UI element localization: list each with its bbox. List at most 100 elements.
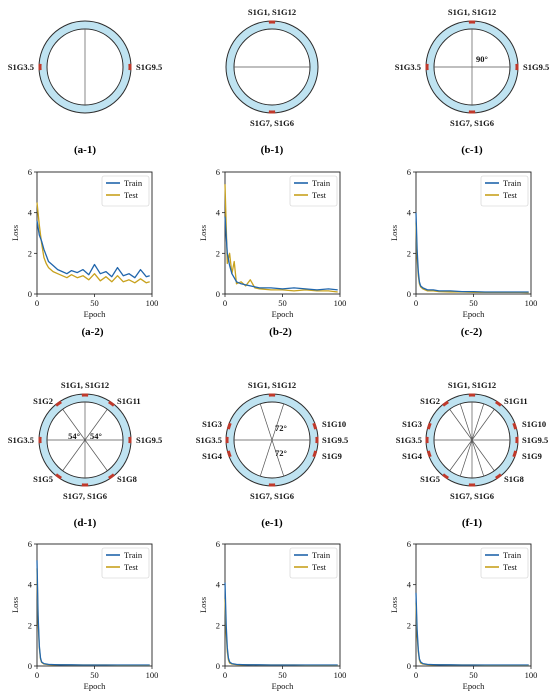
- ring-body: [226, 21, 318, 113]
- sensor-label: S1G3: [402, 419, 422, 429]
- ring-caption: (c-1): [461, 144, 483, 156]
- sensor-marker: [312, 450, 318, 458]
- chart-caption: (c-2): [461, 326, 483, 338]
- sensor-marker: [495, 400, 502, 407]
- sensor-label: S1G1, S1G12: [448, 380, 496, 390]
- ring-diameter-line: [459, 403, 485, 477]
- sensor-label: S1G7, S1G6: [450, 491, 494, 501]
- series-line-train: [224, 216, 338, 291]
- angle-label: 54°: [90, 431, 102, 441]
- sensor-label: S1G2: [33, 396, 53, 406]
- legend-label: Train: [312, 550, 331, 560]
- legend-label: Test: [503, 190, 518, 200]
- sensor-label: S1G9.5: [322, 435, 348, 445]
- sensor-marker: [55, 473, 62, 480]
- sensor-marker: [108, 400, 115, 407]
- legend-label: Test: [124, 190, 139, 200]
- chart-caption: (b-2): [269, 326, 292, 338]
- sensor-marker: [312, 422, 318, 430]
- ring-body: [426, 394, 518, 486]
- ring-diagram: S1G1, S1G12 S1G7, S1G6 S1G3 S1G3.5 S1G4 S1G10…: [196, 380, 348, 501]
- x-tick-label: 0: [223, 298, 227, 308]
- legend-label: Train: [503, 178, 522, 188]
- series-line-train: [224, 582, 338, 666]
- x-tick-label: 50: [469, 670, 478, 680]
- y-tick-label: 4: [407, 208, 412, 218]
- loss-chart: 0 50 100 0 2 4 6 Epoch Loss Train Test: [10, 167, 158, 319]
- y-tick-label: 0: [407, 661, 411, 671]
- y-tick-label: 6: [216, 167, 220, 177]
- loss-chart: 0 50 100 0 2 4 6 Epoch Loss Train Test: [389, 539, 537, 691]
- sensor-marker: [512, 450, 518, 458]
- x-axis-label: Epoch: [272, 681, 294, 691]
- sensor-label: S1G3.5: [396, 435, 422, 445]
- y-tick-label: 0: [28, 661, 32, 671]
- series-line-train: [415, 212, 529, 293]
- y-tick-label: 2: [28, 620, 32, 630]
- ring-caption: (b-1): [261, 144, 284, 156]
- ring-diagram: S1G3.5 S1G9.5: [8, 20, 162, 114]
- angle-label: 72°: [275, 448, 287, 458]
- y-tick-label: 4: [407, 580, 412, 590]
- sensor-label: S1G9.5: [523, 62, 549, 72]
- legend-label: Test: [503, 562, 518, 572]
- sensor-marker: [108, 473, 115, 480]
- y-tick-label: 6: [28, 539, 32, 549]
- x-tick-label: 50: [90, 670, 99, 680]
- legend-label: Test: [124, 562, 139, 572]
- y-tick-label: 2: [407, 248, 411, 258]
- sensor-label: S1G3: [202, 419, 222, 429]
- x-tick-label: 0: [414, 298, 418, 308]
- legend-label: Train: [124, 550, 143, 560]
- y-tick-label: 0: [28, 289, 32, 299]
- series-line-test: [224, 598, 338, 666]
- x-tick-label: 50: [278, 298, 287, 308]
- series-line-train: [36, 220, 150, 279]
- y-tick-label: 0: [216, 289, 220, 299]
- sensor-label: S1G10: [322, 419, 346, 429]
- sensor-marker: [226, 450, 232, 458]
- sensor-label: S1G11: [117, 396, 141, 406]
- ring-body: [426, 21, 518, 113]
- x-tick-label: 0: [223, 670, 227, 680]
- sensor-marker: [55, 400, 62, 407]
- sensor-label: S1G3.5: [8, 435, 34, 445]
- loss-chart: 0 50 100 0 2 4 6 Epoch Loss Train Test: [198, 167, 346, 319]
- y-axis-label: Loss: [10, 225, 20, 241]
- y-tick-label: 4: [28, 208, 33, 218]
- sensor-label: S1G10: [522, 419, 546, 429]
- sensor-label: S1G3.5: [395, 62, 421, 72]
- ring-diagram: S1G1, S1G12 S1G7, S1G6 S1G2 S1G11 S1G3 S1G3.5…: [396, 380, 548, 501]
- legend-label: Train: [312, 178, 331, 188]
- y-tick-label: 0: [216, 661, 220, 671]
- sensor-label: S1G3.5: [196, 435, 222, 445]
- loss-chart: 0 50 100 0 2 4 6 Epoch Loss Train Test: [198, 539, 346, 691]
- sensor-label: S1G4: [402, 451, 423, 461]
- sensor-label: S1G9: [322, 451, 342, 461]
- x-tick-label: 0: [35, 298, 39, 308]
- x-tick-label: 50: [469, 298, 478, 308]
- sensor-marker: [442, 473, 449, 480]
- x-axis-label: Epoch: [84, 309, 106, 319]
- y-tick-label: 2: [216, 620, 220, 630]
- sensor-label: S1G1, S1G12: [61, 380, 109, 390]
- x-tick-label: 0: [414, 670, 418, 680]
- ring-diagram: S1G1, S1G12 S1G7, S1G6 S1G3.5 S1G9.5 90°: [395, 7, 549, 128]
- ring-caption: (a-1): [74, 144, 96, 156]
- angle-label: 54°: [68, 431, 80, 441]
- y-tick-label: 4: [28, 580, 33, 590]
- angle-label: 72°: [275, 423, 287, 433]
- x-tick-label: 50: [278, 670, 287, 680]
- ring-diagram: S1G1, S1G12 S1G7, S1G6: [225, 7, 319, 128]
- angle-label: 90°: [476, 54, 488, 64]
- sensor-label: S1G9.5: [522, 435, 548, 445]
- sensor-label: S1G11: [504, 396, 528, 406]
- sensor-label: S1G1, S1G12: [248, 380, 296, 390]
- series-line-train: [415, 592, 529, 666]
- loss-chart: 0 50 100 0 2 4 6 Epoch Loss Train Test: [10, 539, 158, 691]
- sensor-marker: [512, 422, 518, 430]
- x-axis-label: Epoch: [272, 309, 294, 319]
- sensor-label: S1G2: [420, 396, 440, 406]
- sensor-label: S1G9.5: [136, 62, 162, 72]
